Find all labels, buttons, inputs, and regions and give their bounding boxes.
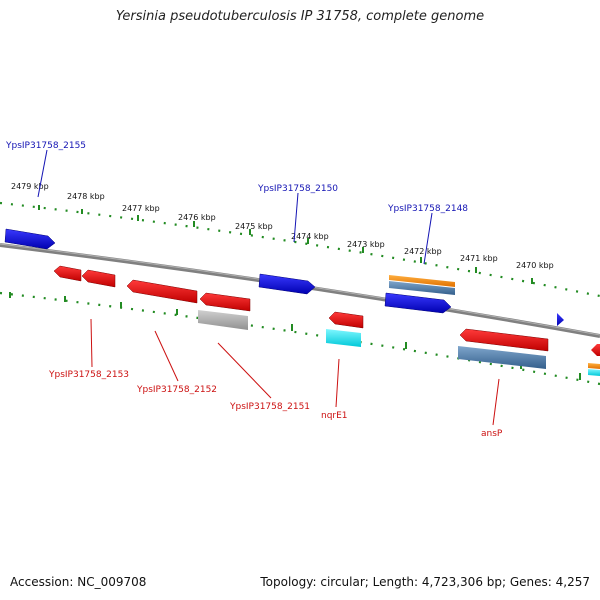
gene-label-reverse[interactable]: YpsIP31758_2152 [136, 385, 217, 395]
gene-reverse[interactable] [328, 311, 364, 329]
gene-label-forward[interactable]: YpsIP31758_2148 [387, 204, 468, 214]
feature-steelblue[interactable] [458, 346, 546, 369]
gene-reverse[interactable] [53, 265, 82, 282]
gene-label-reverse[interactable]: nqrE1 [321, 411, 348, 421]
gene-forward[interactable] [258, 273, 316, 295]
ruler-label: 2476 kbp [178, 213, 216, 222]
ruler-label: 2478 kbp [67, 192, 105, 201]
ruler-label: 2475 kbp [235, 222, 273, 231]
gene-reverse[interactable] [81, 269, 116, 288]
feature-orange[interactable] [389, 275, 455, 287]
gene-forward[interactable] [4, 228, 56, 250]
ruler-label: 2470 kbp [516, 261, 554, 270]
feature-orange[interactable] [588, 363, 600, 369]
gene-label-reverse[interactable]: YpsIP31758_2151 [229, 402, 310, 412]
ruler-label: 2471 kbp [460, 254, 498, 263]
gene-label-forward[interactable]: YpsIP31758_2155 [5, 141, 86, 151]
ruler-label: 2474 kbp [291, 232, 329, 241]
gene-reverse[interactable] [126, 279, 198, 304]
ruler-label: 2477 kbp [122, 204, 160, 213]
topology-text: Topology: circular; Length: 4,723,306 bp… [260, 575, 590, 589]
gene-forward[interactable] [384, 292, 452, 314]
gene-label-reverse[interactable]: ansP [481, 429, 503, 439]
gene-pseudo[interactable] [198, 310, 248, 330]
gene-forward[interactable] [557, 313, 564, 326]
gene-rna[interactable] [588, 369, 600, 376]
feature-steelblue[interactable] [389, 281, 455, 295]
map-title: Yersinia pseudotuberculosis IP 31758, co… [115, 9, 485, 24]
accession-text: Accession: NC_009708 [10, 575, 147, 589]
gene-label-forward[interactable]: YpsIP31758_2150 [257, 184, 338, 194]
ruler-label: 2479 kbp [11, 182, 49, 191]
ruler-label: 2472 kbp [404, 247, 442, 256]
ruler-label: 2473 kbp [347, 240, 385, 249]
gene-reverse[interactable] [199, 292, 251, 312]
outer-ruler-ticks [38, 205, 533, 284]
gene-reverse[interactable] [591, 344, 600, 356]
gene-reverse[interactable] [459, 328, 549, 352]
gene-label-reverse[interactable]: YpsIP31758_2153 [48, 370, 129, 380]
gene-rna[interactable] [326, 329, 361, 347]
